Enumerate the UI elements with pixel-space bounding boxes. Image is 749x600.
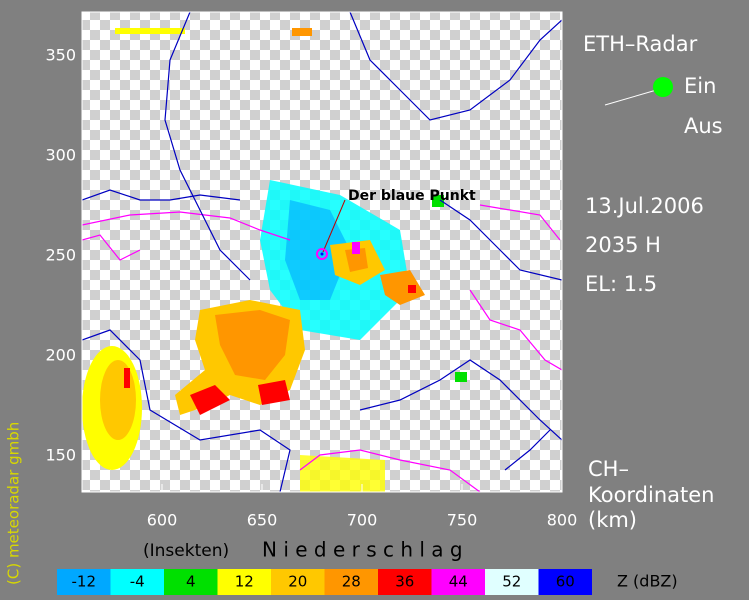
copyright: (C) meteoradar gmbh [5, 422, 23, 585]
coords-label: CH– [588, 457, 629, 481]
radar-site [316, 248, 328, 260]
on-label[interactable]: Ein [684, 74, 716, 98]
legend-swatch [324, 569, 378, 595]
date: 13.Jul.2006 [585, 194, 704, 218]
annotation: Der blaue Punkt [348, 188, 476, 204]
legend-swatch [378, 569, 432, 595]
on-indicator[interactable] [653, 77, 673, 97]
map-frame [81, 11, 563, 493]
legend-label: 52 [502, 573, 521, 591]
axes: 600 650 700 750 800 150 200 250 300 350 [45, 46, 577, 530]
legend-label: -4 [130, 573, 145, 591]
y-tick-label: 200 [45, 346, 76, 365]
legend-swatch [485, 569, 539, 595]
x-tick-label: 700 [347, 511, 378, 530]
legend-swatch [110, 569, 164, 595]
x-tick-label: 600 [147, 511, 178, 530]
y-tick-label: 150 [45, 446, 76, 465]
legend-swatch [538, 569, 592, 595]
legend-label: 44 [449, 573, 468, 591]
legend-swatch [164, 569, 218, 595]
x-tick-label: 800 [547, 511, 578, 530]
legend-swatch [431, 569, 485, 595]
switch-line [604, 88, 661, 106]
annotation-pointer [322, 199, 346, 253]
legend-swatch [57, 569, 111, 595]
legend-swatch [217, 569, 271, 595]
legend-unit: Z (dBZ) [617, 572, 678, 591]
legend-label: 12 [235, 573, 254, 591]
time: 2035 H [585, 233, 661, 257]
coords-label: Koordinaten [588, 483, 715, 507]
legend-label: -12 [72, 573, 97, 591]
radar-echoes [82, 28, 467, 492]
borders [82, 12, 562, 492]
legend-swatch [271, 569, 325, 595]
insects-label: (Insekten) [143, 541, 229, 561]
x-tick-label: 650 [247, 511, 278, 530]
legend-label: 4 [186, 573, 196, 591]
legend-label: 28 [342, 573, 361, 591]
y-tick-label: 350 [45, 46, 76, 65]
legend: -12 -4 4 12 20 28 36 44 52 60 [57, 569, 592, 595]
legend-label: 60 [556, 573, 575, 591]
blue-dot [320, 252, 324, 256]
y-tick-label: 300 [45, 146, 76, 165]
precip-label: N i e d e r s c h l a g [262, 538, 463, 562]
title: ETH–Radar [583, 32, 698, 56]
legend-label: 36 [395, 573, 414, 591]
y-tick-label: 250 [45, 246, 76, 265]
elevation: EL: 1.5 [585, 272, 657, 296]
off-label[interactable]: Aus [684, 114, 723, 138]
coords-label: (km) [588, 508, 637, 532]
legend-label: 20 [288, 573, 307, 591]
x-tick-label: 750 [447, 511, 478, 530]
